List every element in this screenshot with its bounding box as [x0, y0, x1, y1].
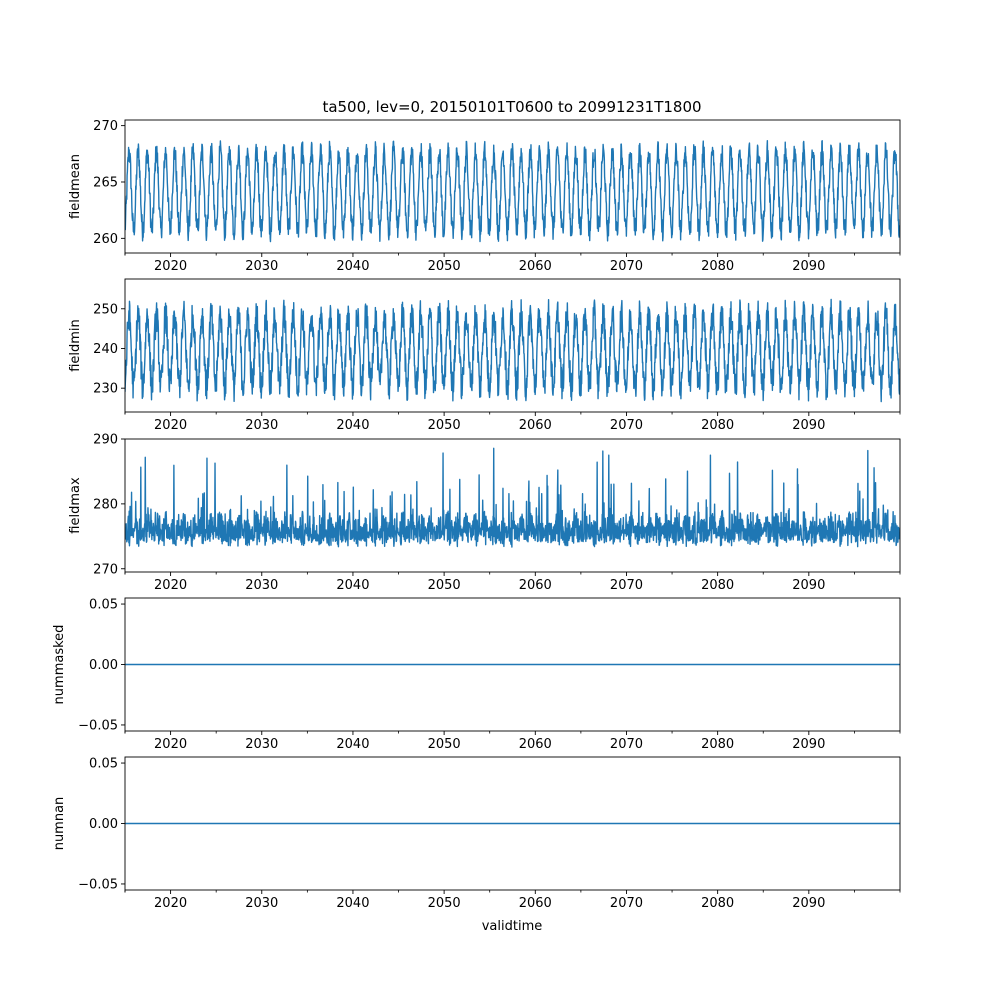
x-tick-label: 2080 — [701, 418, 734, 433]
y-axis-label-fieldmin: fieldmin — [68, 319, 83, 372]
x-tick-label: 2060 — [519, 737, 552, 752]
x-tick-label: 2020 — [154, 578, 187, 593]
y-tick-label: −0.05 — [78, 718, 118, 733]
x-tick-label: 2080 — [701, 737, 734, 752]
x-axis-label: validtime — [482, 919, 543, 934]
x-tick-label: 2050 — [428, 896, 461, 911]
x-tick-label: 2070 — [610, 578, 643, 593]
y-tick-label: 0.00 — [89, 658, 118, 673]
series-line-fieldmin — [125, 298, 900, 403]
panel-nummasked: 2020 2030 2040 2050 2060 2070 2080 2090 −0.05 0.0… — [52, 598, 901, 752]
x-tick-label: 2060 — [519, 259, 552, 274]
y-tick-label: 0.05 — [89, 757, 118, 772]
x-tick-label: 2090 — [792, 259, 825, 274]
y-axis-label-numnan: numnan — [52, 797, 67, 851]
x-tick-label: 2020 — [154, 259, 187, 274]
y-tick-label: 270 — [93, 119, 118, 134]
panel-fieldmin: 2020 2030 2040 2050 2060 2070 2080 2090 230 240 25… — [68, 278, 901, 433]
panel-numnan: 2020 2030 2040 2050 2060 2070 2080 2090 −0.05 0.0… — [52, 757, 901, 911]
x-tick-label: 2080 — [701, 578, 734, 593]
y-tick-label: 270 — [93, 562, 118, 577]
y-tick-label: 0.00 — [89, 817, 118, 832]
x-tick-label: 2070 — [610, 896, 643, 911]
x-tick-label: 2030 — [245, 737, 278, 752]
x-tick-label: 2050 — [428, 418, 461, 433]
y-tick-label: 260 — [93, 232, 118, 247]
x-tick-label: 2030 — [245, 259, 278, 274]
x-tick-label: 2090 — [792, 896, 825, 911]
x-tick-label: 2030 — [245, 896, 278, 911]
x-tick-label: 2070 — [610, 259, 643, 274]
x-tick-label: 2050 — [428, 737, 461, 752]
x-tick-label: 2040 — [336, 259, 369, 274]
x-tick-label: 2090 — [792, 737, 825, 752]
series-line-fieldmean — [125, 139, 900, 243]
x-tick-label: 2020 — [154, 418, 187, 433]
x-tick-label: 2070 — [610, 418, 643, 433]
y-tick-label: 290 — [93, 433, 118, 448]
y-tick-label: 0.05 — [89, 598, 118, 613]
x-tick-label: 2050 — [428, 259, 461, 274]
panels: 2020 2030 2040 2050 2060 2070 2080 2090 260 265 27… — [52, 119, 901, 911]
axes-frame-fieldmax — [124, 438, 901, 573]
chart-title: ta500, lev=0, 20150101T0600 to 20991231T… — [322, 98, 701, 116]
y-tick-label: 250 — [93, 302, 118, 317]
x-tick-label: 2040 — [336, 418, 369, 433]
x-tick-label: 2040 — [336, 578, 369, 593]
axes-frame-fieldmean — [124, 119, 901, 254]
x-tick-label: 2080 — [701, 896, 734, 911]
x-tick-label: 2070 — [610, 737, 643, 752]
x-tick-label: 2060 — [519, 896, 552, 911]
panel-fieldmax: 2020 2030 2040 2050 2060 2070 2080 2090 270 280 29… — [68, 433, 901, 593]
y-tick-label: 230 — [93, 382, 118, 397]
x-tick-label: 2090 — [792, 418, 825, 433]
y-axis-label-fieldmean: fieldmean — [68, 154, 83, 219]
x-tick-label: 2030 — [245, 578, 278, 593]
x-tick-label: 2080 — [701, 259, 734, 274]
x-tick-label: 2050 — [428, 578, 461, 593]
y-tick-label: −0.05 — [78, 877, 118, 892]
x-tick-label: 2040 — [336, 896, 369, 911]
y-axis-label-fieldmax: fieldmax — [68, 477, 83, 534]
x-tick-label: 2040 — [336, 737, 369, 752]
x-tick-label: 2090 — [792, 578, 825, 593]
x-tick-label: 2060 — [519, 418, 552, 433]
axes-frame-fieldmin — [124, 278, 901, 413]
x-tick-label: 2020 — [154, 896, 187, 911]
y-tick-label: 240 — [93, 342, 118, 357]
x-tick-label: 2020 — [154, 737, 187, 752]
series-line-fieldmax — [125, 447, 900, 548]
y-tick-label: 280 — [93, 497, 118, 512]
panel-fieldmean: 2020 2030 2040 2050 2060 2070 2080 2090 260 265 27… — [68, 119, 901, 274]
x-tick-label: 2030 — [245, 418, 278, 433]
x-tick-label: 2060 — [519, 578, 552, 593]
y-tick-label: 265 — [93, 175, 118, 190]
y-axis-label-nummasked: nummasked — [52, 625, 67, 705]
